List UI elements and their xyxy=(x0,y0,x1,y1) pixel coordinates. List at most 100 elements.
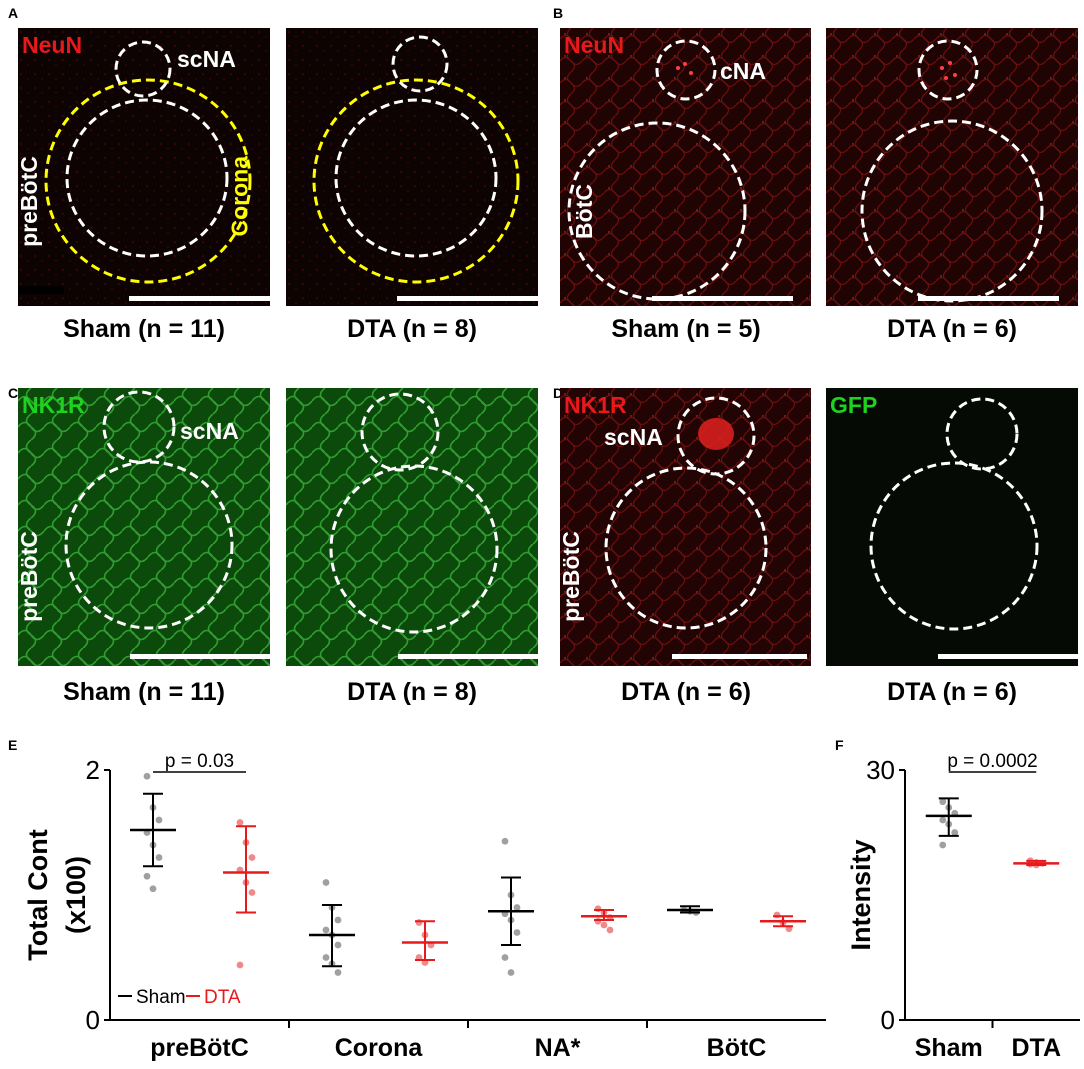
y-axis-label: Total Cont xyxy=(23,829,53,960)
data-point xyxy=(951,829,959,836)
data-point xyxy=(945,804,953,811)
data-point xyxy=(606,914,614,921)
data-point xyxy=(143,772,151,780)
data-point xyxy=(785,925,793,933)
region-label-top: scNA xyxy=(604,424,663,450)
y-tick-label: 2 xyxy=(86,755,100,785)
panel-letter-c: C xyxy=(8,385,19,401)
micrograph-c-sham: NK1R scNA preBötC xyxy=(18,388,270,666)
region-label-left: BötC xyxy=(570,184,597,239)
x-tick-label: NA* xyxy=(535,1034,581,1062)
data-point xyxy=(334,916,342,924)
x-tick-label: DTA xyxy=(1011,1034,1061,1062)
data-point xyxy=(143,872,151,880)
y-axis-label: Intensity xyxy=(846,839,876,950)
y-axis-label: (x100) xyxy=(61,856,91,934)
data-point xyxy=(149,804,157,811)
data-point xyxy=(507,916,515,924)
x-tick-label: Corona xyxy=(335,1034,424,1062)
data-point xyxy=(236,866,244,874)
data-point xyxy=(507,969,515,976)
data-point xyxy=(415,954,423,961)
data-point xyxy=(594,917,602,925)
caption-b-sham: Sham (n = 5) xyxy=(611,315,761,343)
data-point xyxy=(334,941,342,949)
panel-letter-a: A xyxy=(8,5,19,21)
data-point xyxy=(415,919,423,926)
data-point xyxy=(680,906,688,914)
legend-label: Sham xyxy=(136,987,186,1008)
data-point xyxy=(421,931,429,939)
caption-b-dta: DTA (n = 6) xyxy=(887,315,1017,343)
data-point xyxy=(951,809,959,817)
micrograph-d-nk1r: NK1R scNA preBötC xyxy=(560,388,811,666)
data-point xyxy=(236,961,244,969)
data-point xyxy=(939,798,947,806)
data-point xyxy=(334,969,342,976)
data-point xyxy=(1032,861,1040,869)
data-point xyxy=(686,907,694,915)
region-label-left: preBötC xyxy=(560,531,584,622)
data-point xyxy=(513,929,521,936)
data-point xyxy=(248,854,256,861)
y-tick-label: 0 xyxy=(881,1005,895,1035)
caption-a-dta: DTA (n = 8) xyxy=(347,315,477,343)
data-point xyxy=(939,816,947,824)
data-point xyxy=(513,904,521,911)
legend-label: DTA xyxy=(204,987,241,1008)
p-value-label: p = 0.0002 xyxy=(947,751,1037,772)
panel-letter-b: B xyxy=(553,5,564,21)
data-point xyxy=(773,911,781,919)
micrograph-b-dta xyxy=(826,28,1078,306)
data-point xyxy=(248,889,256,896)
data-point xyxy=(1026,860,1034,868)
caption-c-sham: Sham (n = 11) xyxy=(63,678,225,706)
micrograph-a-sham: NeuN scNA preBötC Corona xyxy=(18,28,270,306)
caption-c-dta: DTA (n = 8) xyxy=(347,678,477,706)
region-label-top: cNA xyxy=(720,58,767,84)
data-point xyxy=(692,909,700,916)
data-point xyxy=(501,954,509,961)
data-point xyxy=(507,891,515,899)
data-point xyxy=(1032,859,1040,866)
data-point xyxy=(945,820,953,828)
region-label-top: scNA xyxy=(180,418,239,444)
data-point xyxy=(939,841,947,849)
micrograph-b-sham: NeuN cNA BötC xyxy=(560,28,811,306)
x-tick-label: BötC xyxy=(707,1034,767,1062)
region-label-left: preBötC xyxy=(18,531,42,622)
x-tick-label: preBötC xyxy=(150,1034,249,1062)
data-point xyxy=(149,885,157,893)
data-point xyxy=(242,839,250,846)
panel-letter-e: E xyxy=(8,737,18,753)
caption-a-sham: Sham (n = 11) xyxy=(63,315,225,343)
stain-label: GFP xyxy=(830,392,878,418)
data-point xyxy=(322,954,330,961)
data-point xyxy=(427,941,435,949)
y-tick-label: 30 xyxy=(866,755,895,785)
y-tick-label: 0 xyxy=(86,1005,100,1035)
data-point xyxy=(155,854,163,861)
corona-label: Corona xyxy=(226,156,253,237)
micrograph-c-dta xyxy=(286,388,538,666)
data-point xyxy=(594,905,602,913)
p-value-label: p = 0.03 xyxy=(165,751,234,772)
data-point xyxy=(600,921,608,929)
panel-letter-d: D xyxy=(553,385,564,401)
data-point xyxy=(1026,857,1034,865)
stain-label: NK1R xyxy=(564,392,627,418)
data-point xyxy=(501,910,509,918)
data-point xyxy=(328,960,336,968)
data-point xyxy=(322,926,330,934)
x-tick-label: Sham xyxy=(915,1034,983,1062)
stain-label: NeuN xyxy=(564,32,625,58)
micrograph-d-gfp: GFP xyxy=(826,388,1078,666)
data-point xyxy=(155,816,163,824)
data-point xyxy=(328,931,336,939)
data-point xyxy=(779,919,787,926)
region-label-top: scNA xyxy=(177,46,236,72)
data-point xyxy=(600,909,608,916)
data-point xyxy=(1038,859,1046,867)
region-label-left: preBötC xyxy=(18,156,42,247)
caption-d-gfp: DTA (n = 6) xyxy=(887,678,1017,706)
